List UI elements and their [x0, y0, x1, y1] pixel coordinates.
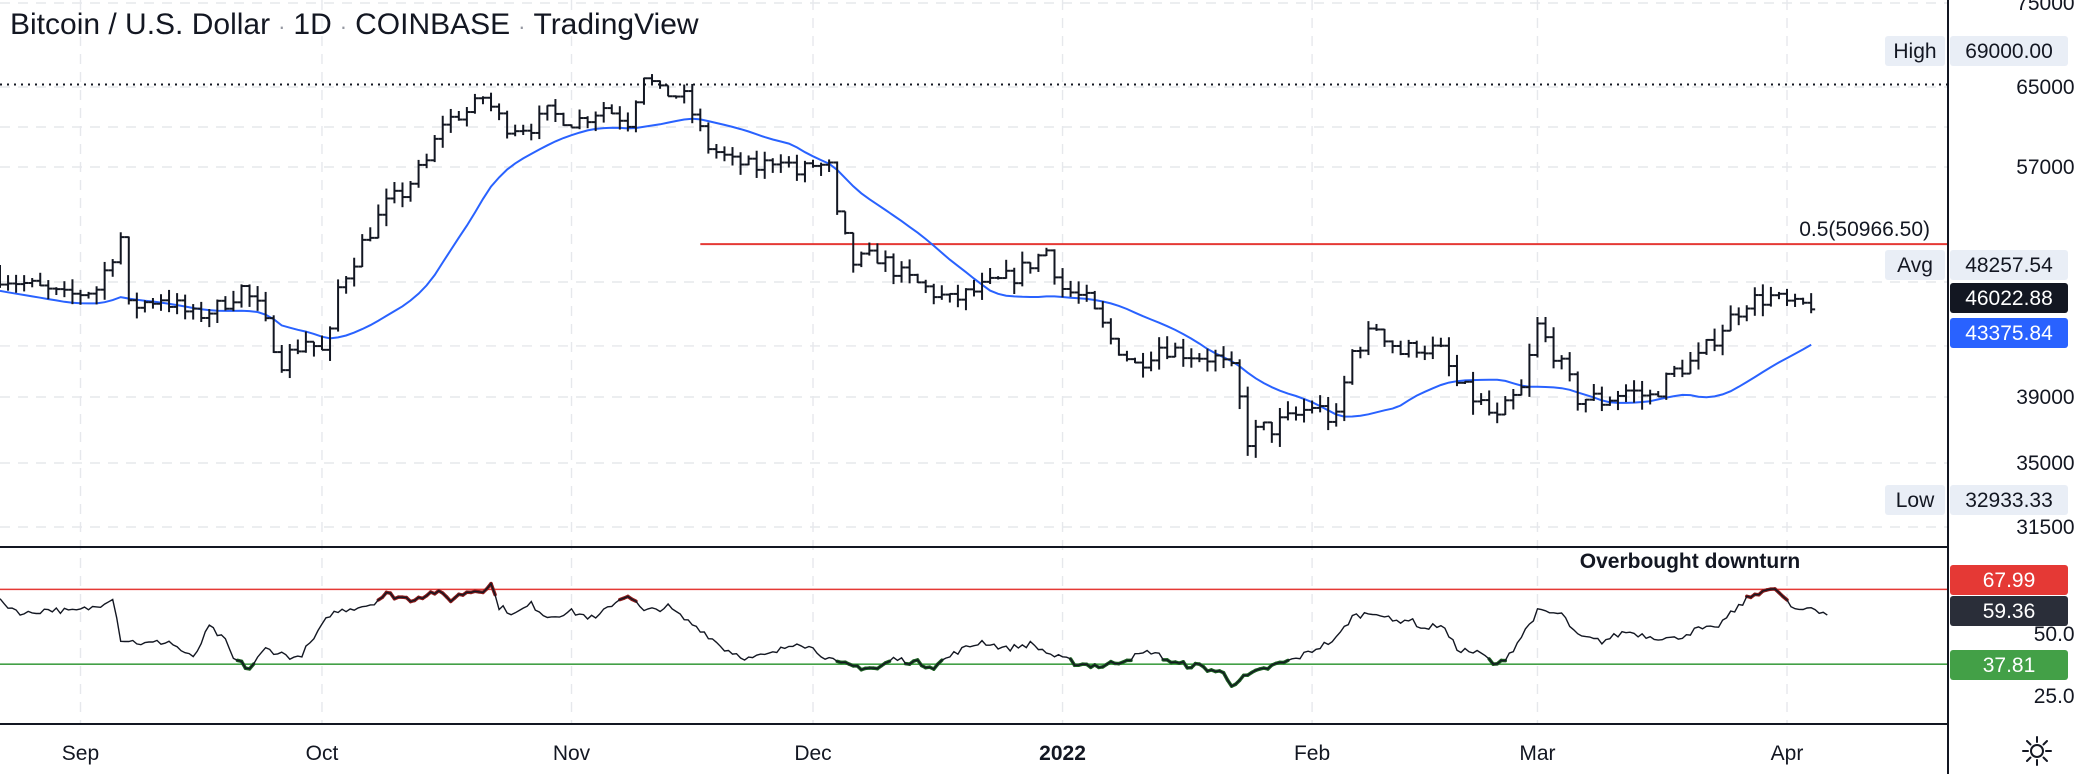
- tag-value: 67.99: [1983, 569, 2036, 592]
- price-tag: 43375.84: [1950, 318, 2068, 348]
- chart-title: Bitcoin / U.S. Dollar · 1D · COINBASE · Tradin…: [10, 8, 699, 41]
- tag-value-bg: [1950, 318, 2068, 348]
- tag-label-bg: [1885, 250, 1945, 280]
- tag-value: 37.81: [1983, 654, 2036, 677]
- price-tag: 59.36: [1950, 596, 2068, 626]
- price-tick-label: 57000.00: [2016, 156, 2074, 179]
- price-tag: 46022.88: [1950, 283, 2068, 313]
- price-tick-label: 39000.00: [2016, 386, 2074, 409]
- exchange-label: COINBASE: [355, 8, 511, 41]
- rsi-line: [0, 582, 1828, 688]
- source-label: TradingView: [533, 8, 699, 41]
- tag-value-bg: [1950, 650, 2068, 680]
- time-tick-label: Apr: [1771, 742, 1804, 765]
- tag-label-bg: [1885, 485, 1945, 515]
- tag-label: Low: [1896, 489, 1935, 512]
- price-tag: 37.81: [1950, 650, 2068, 680]
- tag-value: 59.36: [1983, 600, 2036, 623]
- price-tag: Avg 48257.54: [1885, 250, 2068, 280]
- tag-value-bg: [1950, 36, 2068, 66]
- time-tick-label: 2022: [1039, 742, 1086, 765]
- price-tag: High 69000.00: [1885, 36, 2068, 66]
- rsi-pane: Overbought downturn: [0, 550, 1948, 688]
- level-lines: 0.5(50966.50): [0, 83, 1948, 246]
- tag-value-bg: [1950, 283, 2068, 313]
- tag-label: Avg: [1897, 254, 1933, 277]
- price-tag: 67.99: [1950, 565, 2068, 595]
- tag-value: 48257.54: [1965, 254, 2053, 277]
- time-tick-label: Sep: [62, 742, 99, 765]
- time-tick-label: Dec: [794, 742, 831, 765]
- symbol-name: Bitcoin / U.S. Dollar: [10, 8, 271, 41]
- tag-value-bg: [1950, 485, 2068, 515]
- tag-value: 46022.88: [1965, 287, 2053, 310]
- time-tick-label: Nov: [553, 742, 591, 765]
- tag-value: 69000.00: [1965, 40, 2053, 63]
- settings-icon[interactable]: [2022, 736, 2052, 766]
- rsi-tick-label: 25.00: [2034, 685, 2074, 708]
- price-tick-label: 65000.00: [2016, 76, 2074, 99]
- interval-label[interactable]: 1D: [293, 8, 332, 41]
- tag-value-bg: [1950, 250, 2068, 280]
- tag-value-bg: [1950, 596, 2068, 626]
- grid: [0, 0, 1948, 725]
- fib-label: 0.5(50966.50): [1799, 218, 1930, 241]
- tag-value: 32933.33: [1965, 489, 2053, 512]
- tag-value: 43375.84: [1965, 322, 2053, 345]
- price-tag: Low 32933.33: [1885, 485, 2068, 515]
- tag-value-bg: [1950, 565, 2068, 595]
- price-tick-label: 31500.00: [2016, 516, 2074, 539]
- price-tick-label: 35000.00: [2016, 452, 2074, 475]
- tag-label-bg: [1885, 36, 1945, 66]
- moving-average: [0, 117, 1812, 418]
- time-tick-label: Feb: [1294, 742, 1330, 765]
- time-tick-label: Oct: [306, 742, 339, 765]
- tag-label: High: [1893, 40, 1936, 63]
- ma-line: [0, 117, 1812, 418]
- price-tick-label: 75000.00: [2016, 0, 2074, 15]
- rsi-annotation: Overbought downturn: [1580, 550, 1800, 573]
- price-bars: [0, 74, 1816, 458]
- rsi-tick-label: 50.00: [2034, 623, 2074, 646]
- time-tick-label: Mar: [1519, 742, 1555, 765]
- price-tags: High 69000.00 Avg 48257.54 46022.88 43375.84 L…: [1885, 36, 2068, 680]
